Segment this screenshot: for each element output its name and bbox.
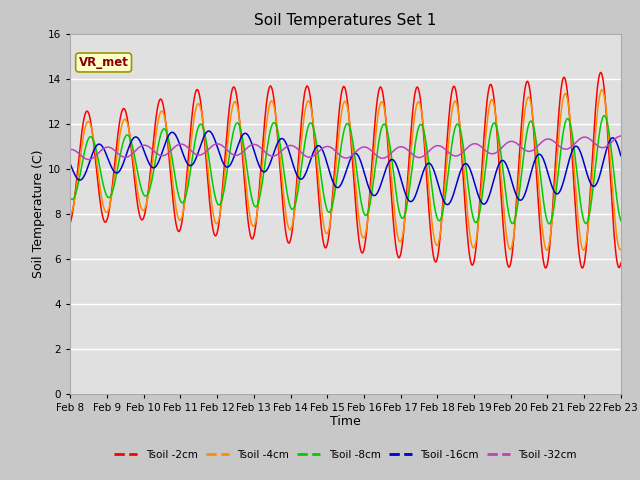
Tsoil -32cm — [77, 152, 84, 158]
Tsoil -2cm — [429, 247, 436, 252]
Y-axis label: Soil Temperature (C): Soil Temperature (C) — [33, 149, 45, 278]
X-axis label: Time: Time — [330, 415, 361, 429]
Tsoil -8cm — [600, 113, 608, 119]
Tsoil -8cm — [429, 190, 436, 196]
Tsoil -32cm — [190, 150, 198, 156]
Tsoil -16cm — [67, 161, 74, 167]
Tsoil -16cm — [77, 177, 84, 183]
Tsoil -4cm — [413, 103, 420, 109]
Tsoil -4cm — [133, 184, 141, 190]
Tsoil -16cm — [133, 134, 141, 140]
Tsoil -32cm — [134, 145, 141, 151]
Tsoil -8cm — [413, 134, 420, 140]
Tsoil -2cm — [542, 265, 550, 271]
Tsoil -32cm — [617, 133, 625, 139]
Tsoil -4cm — [189, 124, 196, 130]
Tsoil -2cm — [133, 198, 141, 204]
Line: Tsoil -4cm: Tsoil -4cm — [70, 90, 621, 250]
Tsoil -4cm — [218, 197, 226, 203]
Tsoil -4cm — [67, 212, 74, 217]
Line: Tsoil -2cm: Tsoil -2cm — [70, 72, 621, 268]
Line: Tsoil -8cm: Tsoil -8cm — [70, 116, 621, 224]
Tsoil -8cm — [617, 218, 625, 224]
Tsoil -2cm — [413, 85, 420, 91]
Tsoil -8cm — [67, 195, 74, 201]
Tsoil -4cm — [617, 247, 625, 252]
Tsoil -2cm — [597, 70, 605, 75]
Tsoil -2cm — [189, 105, 196, 111]
Tsoil -8cm — [77, 170, 84, 176]
Legend: Tsoil -2cm, Tsoil -4cm, Tsoil -8cm, Tsoil -16cm, Tsoil -32cm: Tsoil -2cm, Tsoil -4cm, Tsoil -8cm, Tsoi… — [110, 445, 581, 464]
Tsoil -16cm — [429, 166, 437, 172]
Tsoil -16cm — [443, 202, 451, 207]
Tsoil -32cm — [219, 143, 227, 149]
Tsoil -32cm — [429, 144, 437, 150]
Tsoil -4cm — [77, 155, 84, 160]
Text: VR_met: VR_met — [79, 56, 129, 69]
Line: Tsoil -32cm: Tsoil -32cm — [70, 136, 621, 159]
Tsoil -2cm — [67, 219, 74, 225]
Tsoil -16cm — [205, 128, 212, 134]
Tsoil -32cm — [85, 156, 93, 162]
Tsoil -2cm — [77, 141, 84, 147]
Tsoil -4cm — [429, 224, 436, 229]
Tsoil -32cm — [413, 155, 421, 160]
Tsoil -4cm — [598, 87, 605, 93]
Tsoil -8cm — [545, 221, 553, 227]
Tsoil -32cm — [67, 146, 74, 152]
Tsoil -2cm — [617, 260, 625, 266]
Tsoil -2cm — [218, 192, 226, 197]
Line: Tsoil -16cm: Tsoil -16cm — [70, 131, 621, 204]
Tsoil -16cm — [617, 153, 625, 158]
Tsoil -8cm — [133, 166, 141, 172]
Title: Soil Temperatures Set 1: Soil Temperatures Set 1 — [255, 13, 436, 28]
Tsoil -16cm — [189, 161, 196, 167]
Tsoil -8cm — [218, 197, 226, 203]
Tsoil -16cm — [219, 159, 227, 165]
Tsoil -16cm — [413, 188, 421, 194]
Tsoil -8cm — [189, 151, 196, 157]
Tsoil -4cm — [543, 247, 550, 253]
